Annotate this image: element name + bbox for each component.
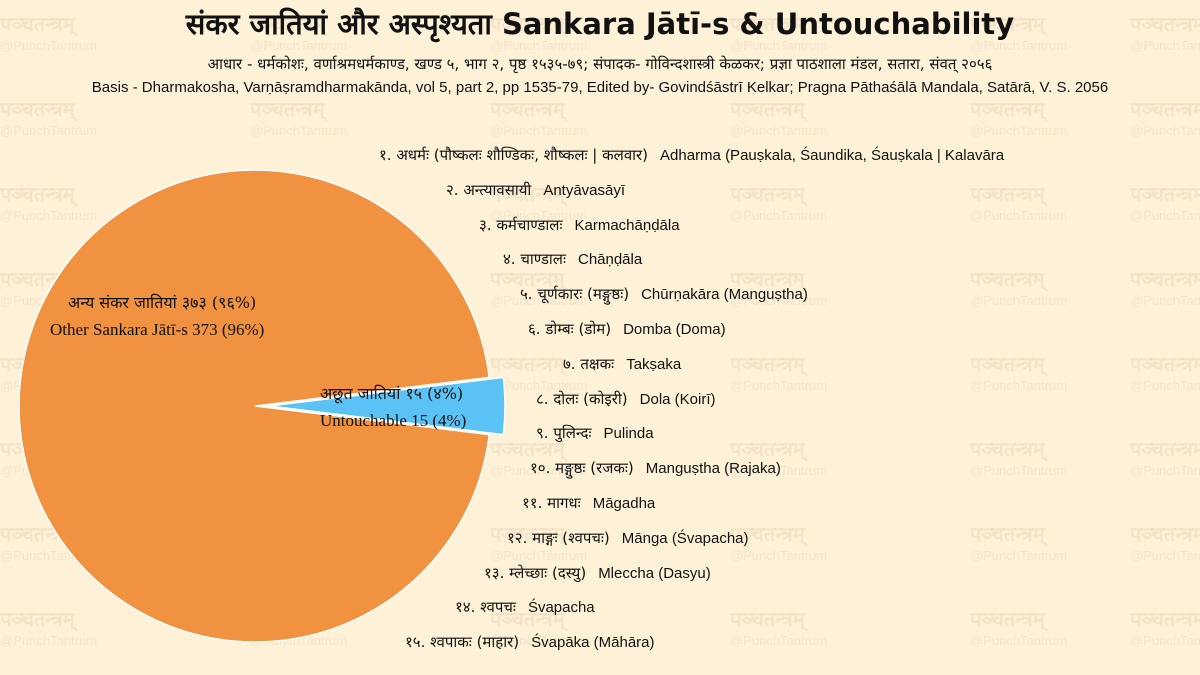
watermark-handle: @PunchTantrum <box>250 123 348 138</box>
watermark-handle: @PunchTantrum <box>490 293 588 308</box>
watermark-devanagari: पञ्चतन्त्रम् <box>250 97 325 121</box>
pie-slice-other <box>18 169 491 643</box>
watermark-handle: @PunchTantrum <box>970 378 1068 393</box>
watermark-handle: @PunchTantrum <box>0 123 98 138</box>
watermark-devanagari: पञ्चतन्त्रम् <box>1130 522 1200 546</box>
watermark-devanagari: पञ्चतन्त्रम् <box>730 437 805 461</box>
watermark-devanagari: पञ्चतन्त्रम् <box>970 12 1045 36</box>
watermark-handle: @PunchTantrum <box>730 38 828 53</box>
watermark-handle: @PunchTantrum <box>1130 123 1200 138</box>
watermark-handle: @PunchTantrum <box>1130 378 1200 393</box>
slice-label-other-english: Other Sankara Jātī-s 373 (96%) <box>50 320 265 339</box>
watermark-handle: @PunchTantrum <box>970 293 1068 308</box>
watermark-handle: @PunchTantrum <box>730 633 828 648</box>
slice-label-other-devanagari: अन्य संकर जातियां ३७३ (९६%) <box>68 293 257 312</box>
watermark-devanagari: पञ्चतन्त्रम् <box>730 12 805 36</box>
watermark-handle: @PunchTantrum <box>490 378 588 393</box>
watermark-devanagari: पञ्चतन्त्रम् <box>0 182 75 206</box>
watermark-devanagari: पञ्चतन्त्रम् <box>1130 182 1200 206</box>
watermark-handle: @PunchTantrum <box>730 378 828 393</box>
watermark-handle: @PunchTantrum <box>970 208 1068 223</box>
watermark-handle: @PunchTantrum <box>970 463 1068 478</box>
watermark-devanagari: पञ्चतन्त्रम् <box>970 97 1045 121</box>
watermark-devanagari: पञ्चतन्त्रम् <box>490 97 565 121</box>
watermark-devanagari: पञ्चतन्त्रम् <box>970 182 1045 206</box>
watermark-handle: @PunchTantrum <box>1130 633 1200 648</box>
watermark-handle: @PunchTantrum <box>490 38 588 53</box>
watermark-devanagari: पञ्चतन्त्रम् <box>970 437 1045 461</box>
watermark-devanagari: पञ्चतन्त्रम् <box>730 607 805 631</box>
watermark-handle: @PunchTantrum <box>730 208 828 223</box>
watermark-handle: @PunchTantrum <box>0 633 98 648</box>
watermark-devanagari: पञ्चतन्त्रम् <box>490 522 565 546</box>
slice-label-untouchable-english: Untouchable 15 (4%) <box>320 411 467 430</box>
watermark-devanagari: पञ्चतन्त्रम् <box>490 267 565 291</box>
watermark-handle: @PunchTantrum <box>730 293 828 308</box>
watermark-devanagari: पञ्चतन्त्रम् <box>1130 97 1200 121</box>
watermark-devanagari: पञ्चतन्त्रम् <box>1130 12 1200 36</box>
watermark-handle: @PunchTantrum <box>1130 463 1200 478</box>
watermark-devanagari: पञ्चतन्त्रम् <box>970 607 1045 631</box>
watermark-handle: @PunchTantrum <box>490 463 588 478</box>
watermark-devanagari: पञ्चतन्त्रम् <box>730 97 805 121</box>
watermark-handle: @PunchTantrum <box>250 38 348 53</box>
watermark-handle: @PunchTantrum <box>0 38 98 53</box>
watermark-handle: @PunchTantrum <box>490 633 588 648</box>
page-title: संकर जातियां और अस्पृश्यता Sankara Jātī-… <box>185 7 1015 41</box>
watermark-handle: @PunchTantrum <box>1130 208 1200 223</box>
watermark-devanagari: पञ्चतन्त्रम् <box>970 352 1045 376</box>
watermark-handle: @PunchTantrum <box>1130 548 1200 563</box>
watermark-devanagari: पञ्चतन्त्रम् <box>0 97 75 121</box>
watermark-devanagari: पञ्चतन्त्रम् <box>730 182 805 206</box>
pie-slice-untouchable <box>268 376 506 436</box>
subtitle-devanagari: आधार - धर्मकोशः, वर्णाश्रमधर्मकाण्ड, खण्… <box>207 55 993 73</box>
watermark-devanagari: पञ्चतन्त्रम् <box>970 522 1045 546</box>
watermark-devanagari: पञ्चतन्त्रम् <box>0 607 75 631</box>
watermark-handle: @PunchTantrum <box>1130 293 1200 308</box>
watermark-devanagari: पञ्चतन्त्रम् <box>250 12 325 36</box>
watermark-devanagari: पञ्चतन्त्रम् <box>730 522 805 546</box>
watermark-devanagari: पञ्चतन्त्रम् <box>490 352 565 376</box>
watermark-handle: @PunchTantrum <box>970 38 1068 53</box>
watermark-handle: @PunchTantrum <box>0 208 98 223</box>
watermark-devanagari: पञ्चतन्त्रम् <box>730 267 805 291</box>
watermark-devanagari: पञ्चतन्त्रम् <box>1130 607 1200 631</box>
watermark-handle: @PunchTantrum <box>970 123 1068 138</box>
watermark-devanagari: पञ्चतन्त्रम् <box>0 12 75 36</box>
watermark-handle: @PunchTantrum <box>1130 38 1200 53</box>
watermark-handle: @PunchTantrum <box>490 208 588 223</box>
watermark-handle: @PunchTantrum <box>730 463 828 478</box>
watermark-devanagari: पञ्चतन्त्रम् <box>490 437 565 461</box>
watermark-handle: @PunchTantrum <box>970 633 1068 648</box>
slice-label-untouchable-devanagari: अछूत जातियां १५ (४%) <box>320 384 464 403</box>
watermark-handle: @PunchTantrum <box>730 548 828 563</box>
watermark-handle: @PunchTantrum <box>490 548 588 563</box>
watermark-devanagari: पञ्चतन्त्रम् <box>490 607 565 631</box>
watermark-devanagari: पञ्चतन्त्रम् <box>730 352 805 376</box>
watermark-devanagari: पञ्चतन्त्रम् <box>1130 437 1200 461</box>
watermark-handle: @PunchTantrum <box>970 548 1068 563</box>
watermark-devanagari: पञ्चतन्त्रम् <box>490 182 565 206</box>
watermark-handle: @PunchTantrum <box>730 123 828 138</box>
watermark-devanagari: पञ्चतन्त्रम् <box>490 12 565 36</box>
subtitle-english: Basis - Dharmakosha, Varṇāṣramdharmakānd… <box>91 79 1109 96</box>
watermark-devanagari: पञ्चतन्त्रम् <box>1130 267 1200 291</box>
watermark-devanagari: पञ्चतन्त्रम् <box>970 267 1045 291</box>
watermark-handle: @PunchTantrum <box>490 123 588 138</box>
watermark-devanagari: पञ्चतन्त्रम् <box>1130 352 1200 376</box>
